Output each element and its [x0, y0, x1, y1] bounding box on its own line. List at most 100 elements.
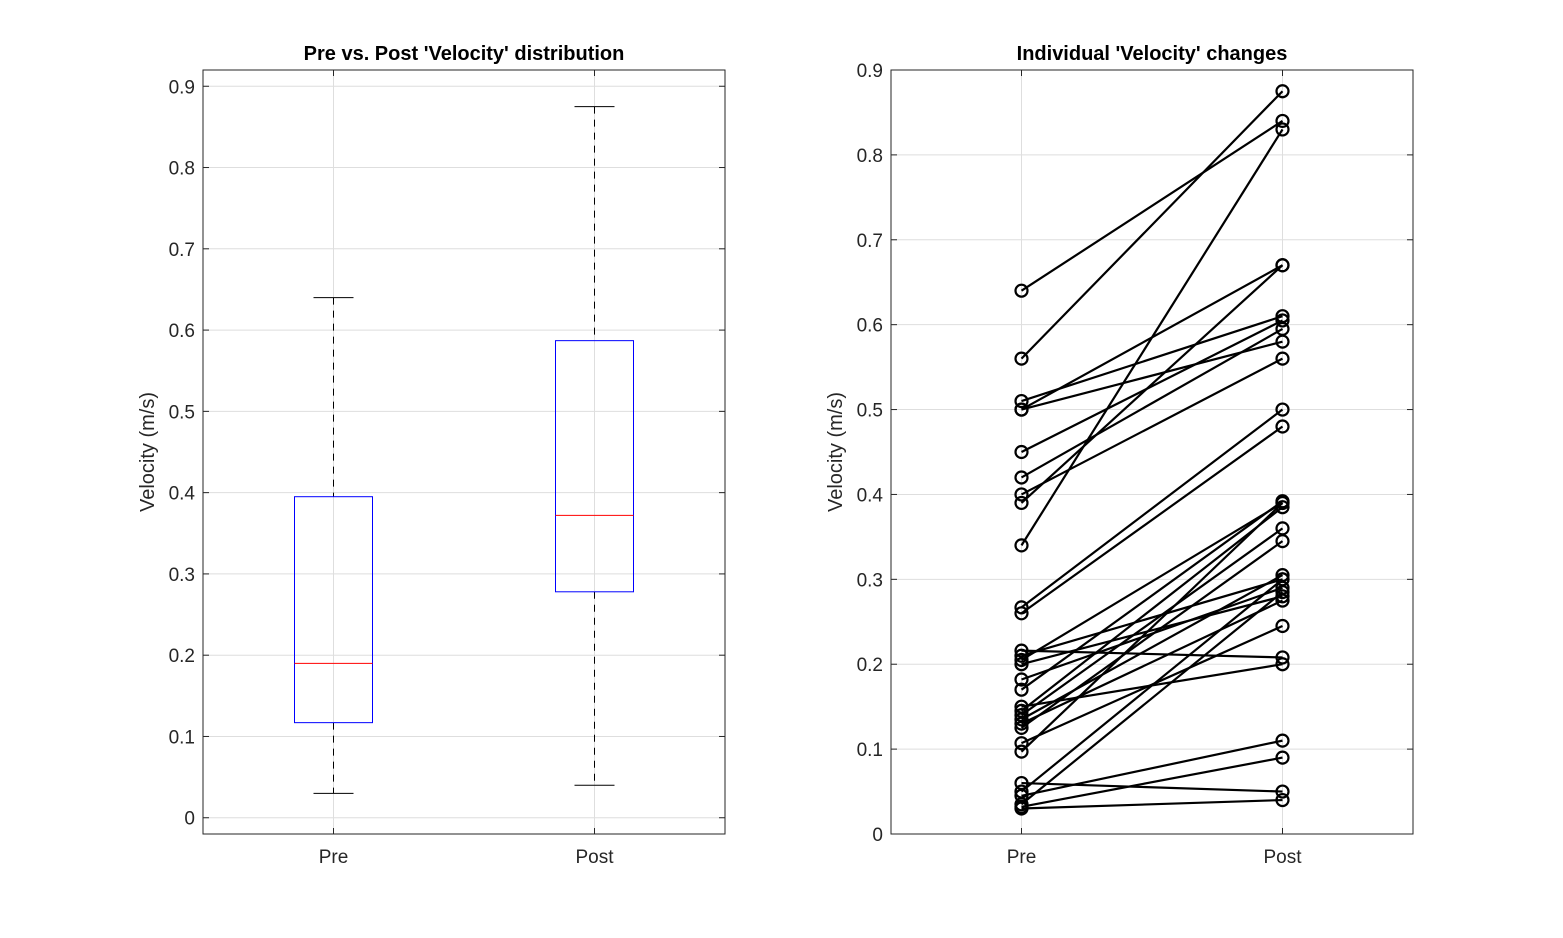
- paired-y-tick-label: 0.2: [857, 655, 883, 676]
- post-marker: [1275, 321, 1290, 337]
- subject-line: [1020, 527, 1284, 717]
- boxplot-y-tick-label: 0.9: [169, 77, 195, 98]
- pre-marker: [1014, 538, 1029, 553]
- subject-10: [1014, 122, 1290, 553]
- pre-marker: [1014, 682, 1029, 697]
- subject-1: [1014, 113, 1290, 298]
- paired-x-tick-label: Post: [1263, 847, 1302, 868]
- paired-y-tick-label: 0.3: [857, 570, 883, 591]
- pre-marker: [1014, 736, 1029, 751]
- subject-line: [1020, 501, 1284, 661]
- pre-marker: [1014, 487, 1029, 502]
- subject-line: [1021, 315, 1283, 403]
- pre-marker: [1014, 720, 1029, 735]
- post-marker: [1275, 495, 1290, 511]
- paired-y-tick-label: 0: [872, 825, 883, 846]
- post-marker: [1275, 650, 1290, 665]
- boxplot-x-tick-label: Pre: [319, 847, 349, 868]
- pre-marker: [1014, 402, 1029, 417]
- subject-line: [1020, 408, 1284, 609]
- paired-y-ticks: 0 0.1 0.2 0.3 0.4 0.5 0.6 0.7 0.8 0.9: [857, 61, 1413, 846]
- paired-y-tick-label: 0.5: [857, 401, 883, 422]
- subject-line: [1021, 756, 1283, 808]
- paired-title: Individual 'Velocity' changes: [1017, 43, 1288, 65]
- subject-line: [1020, 128, 1284, 546]
- subject-7: [1014, 321, 1290, 485]
- paired-axes-background: [891, 70, 1413, 834]
- pre-marker: [1014, 393, 1029, 409]
- subject-line: [1021, 319, 1283, 453]
- post-marker: [1275, 419, 1290, 434]
- boxplot-y-tick-label: 0: [184, 809, 195, 830]
- pre-marker: [1014, 643, 1029, 658]
- post-marker: [1275, 84, 1290, 99]
- paired-lines: [1014, 84, 1290, 816]
- boxplot-y-ticks: 0 0.1 0.2 0.3 0.4 0.5 0.6 0.7 0.8 0.9: [169, 77, 725, 830]
- post-marker: [1275, 313, 1290, 328]
- subject-line: [1020, 264, 1284, 504]
- subject-6: [1014, 313, 1290, 460]
- subject-line: [1021, 739, 1283, 797]
- boxplot-x-tick-label: Post: [575, 847, 614, 868]
- pre-marker: [1014, 470, 1029, 485]
- post-marker: [1275, 593, 1290, 608]
- subject-line: [1020, 357, 1284, 496]
- paired-y-tick-label: 0.1: [857, 740, 883, 761]
- subject-line: [1020, 506, 1284, 712]
- pre-marker: [1014, 672, 1029, 687]
- boxplot-y-tick-label: 0.1: [169, 727, 195, 748]
- post-marker: [1275, 792, 1290, 808]
- subject-line: [1020, 120, 1284, 292]
- subject-line: [1020, 540, 1284, 729]
- boxplot-y-tick-label: 0.3: [169, 565, 195, 586]
- subject-line: [1021, 578, 1283, 657]
- boxplot-y-tick-label: 0.7: [169, 240, 195, 261]
- boxplot-title: Pre vs. Post 'Velocity' distribution: [304, 43, 625, 65]
- boxplot-x-ticks: Pre Post: [319, 70, 614, 868]
- subject-23: [1014, 593, 1290, 731]
- pre-marker: [1014, 283, 1029, 298]
- subject-11: [1014, 402, 1290, 615]
- post-marker: [1275, 750, 1290, 765]
- subject-26: [1014, 495, 1290, 759]
- post-marker: [1275, 258, 1290, 273]
- subject-line: [1021, 599, 1283, 725]
- subject-16: [1014, 589, 1290, 672]
- pre-marker: [1014, 801, 1029, 816]
- subject-line: [1021, 798, 1283, 810]
- post-marker: [1275, 113, 1290, 129]
- pre-marker: [1014, 444, 1029, 460]
- post-marker: [1275, 402, 1290, 417]
- paired-x-tick-label: Pre: [1007, 847, 1037, 868]
- boxplot-y-axis-label: Velocity (m/s): [137, 392, 159, 512]
- boxplot-panel: 0 0.1 0.2 0.3 0.4 0.5 0.6 0.7 0.8 0.9 Pre Post Pre…: [137, 43, 726, 868]
- subject-line: [1021, 781, 1283, 793]
- subject-line: [1020, 591, 1284, 806]
- pre-marker: [1014, 712, 1029, 727]
- subject-line: [1020, 425, 1284, 615]
- subject-line: [1020, 502, 1284, 753]
- boxplot-y-tick-label: 0.4: [169, 484, 196, 505]
- boxplot-y-tick-label: 0.8: [169, 159, 195, 180]
- paired-y-tick-label: 0.8: [857, 146, 883, 167]
- subject-2: [1014, 84, 1290, 366]
- post-marker: [1275, 657, 1290, 672]
- box-iqr: [294, 496, 373, 724]
- pre-marker: [1014, 495, 1029, 511]
- paired-panel: 0 0.1 0.2 0.3 0.4 0.5 0.6 0.7 0.8 0.9 Pre Post Ind…: [825, 43, 1414, 868]
- box-post: [555, 106, 634, 786]
- subject-line: [1020, 574, 1284, 721]
- paired-y-tick-label: 0.9: [857, 61, 883, 82]
- subject-line: [1020, 90, 1284, 360]
- subject-28: [1014, 572, 1290, 799]
- post-marker: [1275, 351, 1290, 366]
- post-marker: [1275, 567, 1290, 583]
- box-iqr: [555, 340, 634, 593]
- paired-x-ticks: Pre Post: [1007, 70, 1302, 868]
- pre-marker: [1014, 351, 1029, 366]
- paired-y-tick-label: 0.7: [857, 231, 883, 252]
- pre-marker: [1014, 600, 1029, 615]
- post-marker: [1275, 122, 1290, 137]
- subject-line: [1021, 595, 1283, 666]
